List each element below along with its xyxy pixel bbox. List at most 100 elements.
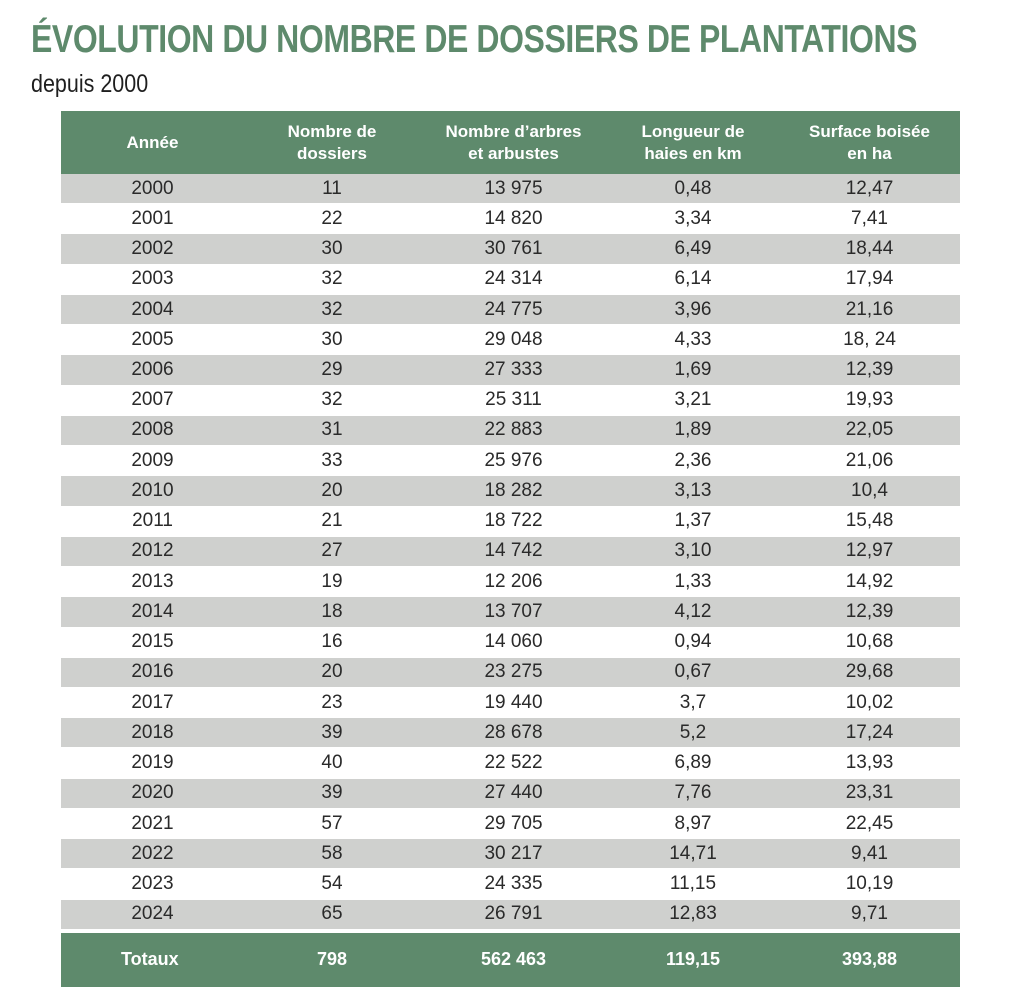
table-row: 2018 39 28 678 5,2 17,24 <box>61 717 960 749</box>
plantations-table: Année Nombre de dossiers Nombre d’arbres… <box>61 111 960 987</box>
cell-surface: 21,16 <box>779 294 960 326</box>
cell-dossiers: 30 <box>244 324 420 356</box>
cell-annee: 2000 <box>61 174 244 205</box>
cell-arbres: 13 975 <box>420 174 607 205</box>
cell-arbres: 24 314 <box>420 264 607 295</box>
cell-haies: 0,48 <box>607 174 779 205</box>
table-header: Année Nombre de dossiers Nombre d’arbres… <box>61 111 960 174</box>
cell-dossiers: 33 <box>244 445 420 477</box>
cell-annee: 2022 <box>61 838 244 870</box>
cell-arbres: 25 976 <box>420 445 607 477</box>
cell-haies: 4,12 <box>607 596 779 628</box>
cell-surface: 10,02 <box>779 687 960 719</box>
cell-annee: 2015 <box>61 627 244 658</box>
cell-annee: 2020 <box>61 778 244 809</box>
cell-haies: 1,33 <box>607 566 779 598</box>
cell-dossiers: 19 <box>244 566 420 598</box>
cell-surface: 7,41 <box>779 203 960 235</box>
cell-haies: 11,15 <box>607 868 779 900</box>
cell-surface: 10,68 <box>779 627 960 658</box>
cell-surface: 21,06 <box>779 445 960 477</box>
table-row: 2007 32 25 311 3,21 19,93 <box>61 385 960 416</box>
cell-dossiers: 27 <box>244 536 420 568</box>
page-title: ÉVOLUTION DU NOMBRE DE DOSSIERS DE PLANT… <box>31 18 918 61</box>
cell-annee: 2024 <box>61 899 244 932</box>
cell-haies: 3,13 <box>607 475 779 507</box>
cell-dossiers: 11 <box>244 174 420 205</box>
cell-haies: 5,2 <box>607 717 779 749</box>
cell-dossiers: 21 <box>244 506 420 537</box>
header-surface-boisee: Surface boisée en ha <box>779 111 960 174</box>
cell-dossiers: 58 <box>244 838 420 870</box>
cell-haies: 6,49 <box>607 233 779 265</box>
header-longueur-haies: Longueur de haies en km <box>607 111 779 174</box>
cell-surface: 12,47 <box>779 174 960 205</box>
table-row: 2001 22 14 820 3,34 7,41 <box>61 203 960 235</box>
cell-dossiers: 65 <box>244 899 420 932</box>
cell-haies: 7,76 <box>607 778 779 809</box>
cell-arbres: 22 522 <box>420 747 607 779</box>
cell-haies: 6,14 <box>607 264 779 295</box>
cell-surface: 15,48 <box>779 506 960 537</box>
cell-arbres: 30 217 <box>420 838 607 870</box>
table-row: 2006 29 27 333 1,69 12,39 <box>61 354 960 386</box>
cell-surface: 17,94 <box>779 264 960 295</box>
cell-haies: 3,7 <box>607 687 779 719</box>
cell-haies: 2,36 <box>607 445 779 477</box>
cell-annee: 2004 <box>61 294 244 326</box>
cell-arbres: 24 335 <box>420 868 607 900</box>
table-row: 2016 20 23 275 0,67 29,68 <box>61 657 960 688</box>
cell-annee: 2002 <box>61 233 244 265</box>
header-nombre-dossiers: Nombre de dossiers <box>244 111 420 174</box>
cell-arbres: 14 820 <box>420 203 607 235</box>
cell-annee: 2011 <box>61 506 244 537</box>
cell-surface: 9,41 <box>779 838 960 870</box>
cell-arbres: 14 742 <box>420 536 607 568</box>
table-row: 2008 31 22 883 1,89 22,05 <box>61 415 960 447</box>
cell-dossiers: 31 <box>244 415 420 447</box>
cell-dossiers: 20 <box>244 657 420 688</box>
cell-dossiers: 32 <box>244 264 420 295</box>
cell-arbres: 27 440 <box>420 778 607 809</box>
cell-annee: 2007 <box>61 385 244 416</box>
table-row: 2023 54 24 335 11,15 10,19 <box>61 868 960 900</box>
table-row: 2002 30 30 761 6,49 18,44 <box>61 233 960 265</box>
cell-dossiers: 18 <box>244 596 420 628</box>
cell-surface: 18,44 <box>779 233 960 265</box>
cell-arbres: 18 722 <box>420 506 607 537</box>
cell-annee: 2008 <box>61 415 244 447</box>
cell-dossiers: 54 <box>244 868 420 900</box>
table-row: 2003 32 24 314 6,14 17,94 <box>61 264 960 295</box>
cell-annee: 2013 <box>61 566 244 598</box>
header-annee: Année <box>61 111 244 174</box>
cell-surface: 29,68 <box>779 657 960 688</box>
table-row: 2019 40 22 522 6,89 13,93 <box>61 747 960 779</box>
cell-arbres: 25 311 <box>420 385 607 416</box>
cell-surface: 17,24 <box>779 717 960 749</box>
cell-surface: 13,93 <box>779 747 960 779</box>
table-body: 2000 11 13 975 0,48 12,47 2001 22 14 820 3,34 7,4… <box>61 174 960 932</box>
cell-surface: 10,19 <box>779 868 960 900</box>
table-row: 2010 20 18 282 3,13 10,4 <box>61 475 960 507</box>
cell-surface: 18, 24 <box>779 324 960 356</box>
cell-haies: 6,89 <box>607 747 779 779</box>
cell-annee: 2012 <box>61 536 244 568</box>
cell-annee: 2016 <box>61 657 244 688</box>
cell-annee: 2005 <box>61 324 244 356</box>
cell-arbres: 30 761 <box>420 233 607 265</box>
cell-haies: 14,71 <box>607 838 779 870</box>
cell-arbres: 14 060 <box>420 627 607 658</box>
cell-arbres: 18 282 <box>420 475 607 507</box>
cell-surface: 10,4 <box>779 475 960 507</box>
cell-haies: 3,10 <box>607 536 779 568</box>
cell-annee: 2009 <box>61 445 244 477</box>
cell-haies: 0,94 <box>607 627 779 658</box>
table-row: 2021 57 29 705 8,97 22,45 <box>61 808 960 840</box>
cell-haies: 1,89 <box>607 415 779 447</box>
cell-haies: 1,69 <box>607 354 779 386</box>
cell-dossiers: 40 <box>244 747 420 779</box>
cell-dossiers: 30 <box>244 233 420 265</box>
cell-annee: 2018 <box>61 717 244 749</box>
cell-dossiers: 22 <box>244 203 420 235</box>
cell-arbres: 22 883 <box>420 415 607 447</box>
